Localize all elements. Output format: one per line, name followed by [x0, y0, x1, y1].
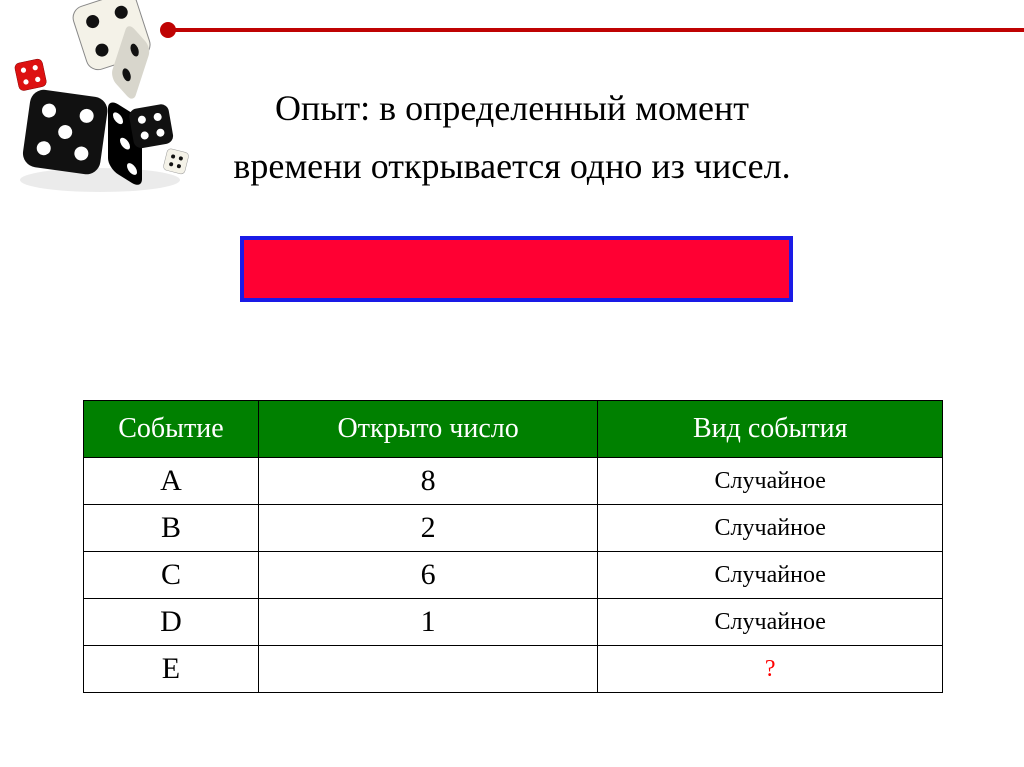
table-body: A 8 Случайное B 2 Случайное C 6 Случайно… — [84, 458, 943, 693]
header-rule — [170, 28, 1024, 32]
slide: Опыт: в определенный момент времени откр… — [0, 0, 1024, 767]
cell-event: C — [84, 552, 259, 599]
col-header-kind: Вид события — [598, 401, 943, 458]
table-row: A 8 Случайное — [84, 458, 943, 505]
title-line-1: Опыт: в определенный момент — [275, 88, 749, 128]
cell-number: 8 — [258, 458, 598, 505]
events-table: Событие Открыто число Вид события A 8 Сл… — [83, 400, 943, 693]
col-header-event: Событие — [84, 401, 259, 458]
slide-title: Опыт: в определенный момент времени откр… — [0, 80, 1024, 195]
cell-kind: Случайное — [598, 505, 943, 552]
cell-kind: Случайное — [598, 552, 943, 599]
cell-event: D — [84, 599, 259, 646]
cell-kind: Случайное — [598, 599, 943, 646]
cell-kind: ? — [598, 646, 943, 693]
cell-event: A — [84, 458, 259, 505]
cell-number — [258, 646, 598, 693]
table-row: C 6 Случайное — [84, 552, 943, 599]
cell-event: E — [84, 646, 259, 693]
cell-number: 2 — [258, 505, 598, 552]
cell-number: 1 — [258, 599, 598, 646]
table-row: E ? — [84, 646, 943, 693]
title-line-2: времени открывается одно из чисел. — [233, 146, 790, 186]
table-row: B 2 Случайное — [84, 505, 943, 552]
table-row: D 1 Случайное — [84, 599, 943, 646]
cell-event: B — [84, 505, 259, 552]
cell-kind: Случайное — [598, 458, 943, 505]
cell-number: 6 — [258, 552, 598, 599]
table-header-row: Событие Открыто число Вид события — [84, 401, 943, 458]
col-header-number: Открыто число — [258, 401, 598, 458]
number-strip — [240, 236, 793, 302]
